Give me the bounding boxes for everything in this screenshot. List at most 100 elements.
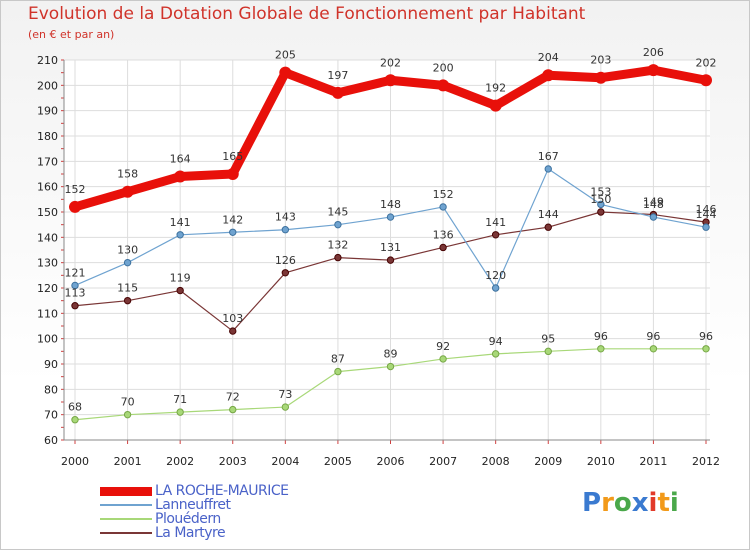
legend-item-lanneuffret: Lanneuffret bbox=[100, 497, 430, 513]
data-point-la-roche-maurice bbox=[700, 74, 712, 87]
data-label-la-martyre: 132 bbox=[327, 239, 348, 252]
x-tick-label: 2001 bbox=[114, 455, 142, 468]
data-label-lanneuffret: 167 bbox=[538, 150, 559, 163]
x-tick-label: 2000 bbox=[61, 455, 89, 468]
proxiti-logo: Proxiti bbox=[582, 488, 679, 518]
data-point-la-roche-maurice bbox=[437, 79, 450, 92]
y-tick-label: 120 bbox=[37, 282, 58, 295]
data-label-la-martyre: 146 bbox=[696, 203, 717, 216]
data-label-lanneuffret: 148 bbox=[380, 198, 401, 211]
y-tick-label: 100 bbox=[37, 333, 58, 346]
data-point-la-roche-maurice bbox=[279, 66, 292, 79]
data-label-plouedern: 89 bbox=[384, 348, 398, 361]
legend-label-la-roche-maurice: LA ROCHE-MAURICE bbox=[155, 483, 289, 499]
logo-letter: t bbox=[657, 488, 670, 518]
chart-legend: LA ROCHE-MAURICE Lanneuffret Plouédern La M… bbox=[100, 483, 430, 541]
data-point-la-roche-maurice bbox=[594, 71, 607, 84]
data-point-la-martyre bbox=[597, 208, 605, 216]
data-label-la-martyre: 131 bbox=[380, 241, 401, 254]
data-label-lanneuffret: 121 bbox=[65, 266, 86, 279]
data-point-plouedern bbox=[439, 355, 447, 363]
data-point-plouedern bbox=[544, 347, 552, 356]
data-point-la-roche-maurice bbox=[226, 168, 239, 180]
data-point-plouedern bbox=[71, 416, 79, 424]
data-label-la-martyre: 149 bbox=[643, 196, 664, 209]
y-tick-label: 130 bbox=[37, 257, 58, 270]
data-point-plouedern bbox=[334, 367, 342, 376]
data-label-la-roche-maurice: 203 bbox=[590, 54, 611, 67]
data-point-la-roche-maurice bbox=[489, 99, 502, 112]
legend-item-plouedern: Plouédern bbox=[100, 511, 430, 527]
data-label-la-roche-maurice: 202 bbox=[696, 56, 717, 69]
data-point-plouedern bbox=[597, 345, 605, 353]
data-label-la-roche-maurice: 197 bbox=[327, 69, 348, 82]
data-point-la-roche-maurice bbox=[121, 185, 134, 198]
data-point-la-roche-maurice bbox=[331, 86, 344, 99]
y-tick-label: 110 bbox=[37, 307, 58, 320]
data-label-la-roche-maurice: 205 bbox=[275, 49, 296, 62]
logo-letter: r bbox=[601, 488, 614, 518]
x-tick-label: 2006 bbox=[377, 455, 405, 468]
data-label-lanneuffret: 153 bbox=[590, 185, 611, 198]
y-tick-label: 200 bbox=[37, 79, 58, 92]
data-label-la-martyre: 119 bbox=[170, 272, 191, 285]
data-point-lanneuffret bbox=[439, 203, 447, 211]
data-label-lanneuffret: 143 bbox=[275, 211, 296, 224]
y-tick-label: 140 bbox=[37, 231, 58, 244]
data-label-la-roche-maurice: 152 bbox=[65, 183, 86, 196]
data-label-la-roche-maurice: 202 bbox=[380, 56, 401, 69]
data-label-la-martyre: 126 bbox=[275, 254, 296, 267]
data-point-la-martyre bbox=[281, 269, 290, 277]
legend-swatch-la-martyre bbox=[100, 532, 152, 534]
data-label-plouedern: 72 bbox=[226, 391, 240, 404]
x-tick-label: 2009 bbox=[534, 455, 562, 468]
data-point-la-martyre bbox=[386, 256, 395, 264]
data-point-lanneuffret bbox=[229, 228, 237, 236]
legend-item-la-martyre: La Martyre bbox=[100, 525, 430, 541]
data-point-la-martyre bbox=[229, 327, 237, 335]
data-point-la-roche-maurice bbox=[542, 69, 555, 82]
data-label-lanneuffret: 141 bbox=[170, 216, 191, 229]
legend-label-la-martyre: La Martyre bbox=[155, 525, 226, 541]
data-point-plouedern bbox=[649, 345, 658, 353]
data-point-lanneuffret bbox=[334, 220, 342, 229]
data-point-la-roche-maurice bbox=[647, 64, 660, 77]
logo-letter: o bbox=[613, 488, 632, 518]
data-point-la-roche-maurice bbox=[69, 200, 81, 213]
y-tick-label: 160 bbox=[37, 181, 58, 194]
data-point-lanneuffret bbox=[491, 284, 500, 292]
data-label-plouedern: 70 bbox=[121, 396, 135, 409]
y-tick-label: 150 bbox=[37, 206, 58, 219]
y-tick-label: 60 bbox=[44, 434, 58, 447]
legend-swatch-lanneuffret bbox=[100, 504, 152, 506]
data-label-la-roche-maurice: 158 bbox=[117, 168, 138, 181]
data-label-lanneuffret: 130 bbox=[117, 244, 138, 257]
data-point-la-martyre bbox=[439, 243, 447, 252]
data-label-plouedern: 68 bbox=[68, 401, 82, 414]
data-label-plouedern: 96 bbox=[699, 330, 713, 343]
data-label-la-roche-maurice: 164 bbox=[170, 153, 191, 166]
data-label-la-martyre: 136 bbox=[433, 228, 454, 241]
x-tick-label: 2007 bbox=[429, 455, 457, 468]
y-tick-label: 90 bbox=[44, 358, 58, 371]
data-label-la-martyre: 103 bbox=[222, 312, 243, 325]
data-point-plouedern bbox=[281, 403, 290, 411]
data-point-la-martyre bbox=[176, 286, 184, 295]
data-label-plouedern: 96 bbox=[646, 330, 660, 343]
data-point-lanneuffret bbox=[386, 213, 395, 221]
data-point-plouedern bbox=[386, 362, 395, 371]
data-point-lanneuffret bbox=[123, 258, 132, 267]
data-point-lanneuffret bbox=[71, 281, 79, 290]
data-label-la-roche-maurice: 204 bbox=[538, 51, 559, 64]
data-point-lanneuffret bbox=[176, 231, 184, 239]
legend-swatch-la-roche-maurice bbox=[100, 487, 152, 496]
data-label-la-martyre: 113 bbox=[65, 287, 86, 300]
y-tick-label: 80 bbox=[44, 383, 58, 396]
data-point-la-roche-maurice bbox=[384, 74, 397, 87]
data-label-plouedern: 87 bbox=[331, 353, 345, 366]
y-tick-label: 170 bbox=[37, 155, 58, 168]
data-label-la-martyre: 150 bbox=[590, 193, 611, 206]
data-label-plouedern: 71 bbox=[173, 393, 187, 406]
data-label-plouedern: 73 bbox=[278, 388, 292, 401]
